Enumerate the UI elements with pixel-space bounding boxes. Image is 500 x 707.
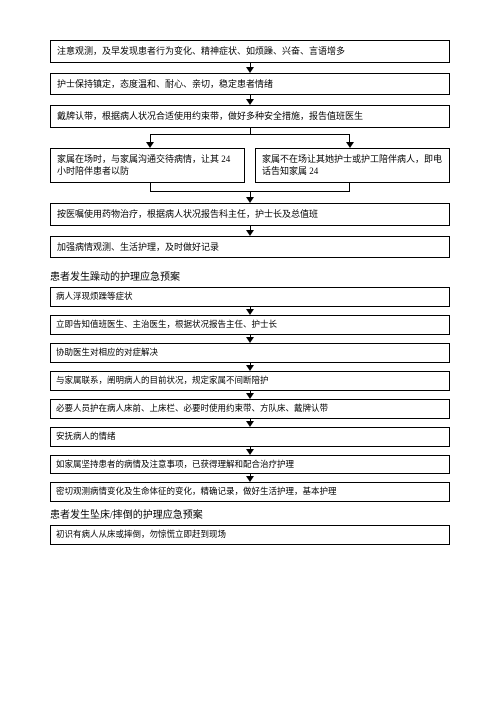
arrow: [50, 226, 450, 236]
arrow: [50, 391, 450, 399]
fc1-box-1: 注意观测，及早发现患者行为变化、精神症状、如烦躁、兴奋、言语增多: [50, 40, 450, 63]
arrow: [50, 474, 450, 482]
arrow: [50, 63, 450, 73]
page: 注意观测，及早发现患者行为变化、精神症状、如烦躁、兴奋、言语增多 护士保持镇定，…: [0, 0, 500, 707]
fc2-box-2: 立即告知值班医生、主治医生，根据状况报告主任、护士长: [50, 315, 450, 335]
fc1-box-5: 按医嘱使用药物治疗，根据病人状况报告科主任，护士长及总值班: [50, 203, 450, 226]
fc1-box-4a: 家属在场时，与家属沟通交待病情，让其 24 小时陪伴患者以防: [50, 148, 245, 183]
heading-2: 患者发生坠床/摔倒的护理应急预案: [50, 506, 450, 521]
fc2-box-8: 密切观测病情变化及生命体征的变化，精确记录，做好生活护理，基本护理: [50, 482, 450, 502]
arrow: [50, 363, 450, 371]
split-connector: [50, 128, 450, 142]
fc2-box-7: 如家属坚持患者的病情及注意事项，已获得理解和配合治疗护理: [50, 455, 450, 475]
arrow: [50, 447, 450, 455]
fc1-box-2: 护士保持镇定，态度温和、耐心、亲切，稳定患者情绪: [50, 73, 450, 96]
merge-connector: [50, 183, 450, 197]
fc1-box-3: 戴牌认带，根据病人状况合适使用约束带，做好多种安全措施，报告值班医生: [50, 105, 450, 128]
fc1-row-4: 家属在场时，与家属沟通交待病情，让其 24 小时陪伴患者以防 家属不在场让其她护…: [50, 148, 450, 183]
fc2-box-4: 与家属联系，阐明病人的目前状况，规定家属不间断陪护: [50, 371, 450, 391]
arrow: [50, 307, 450, 315]
arrow: [50, 419, 450, 427]
fc2-box-1: 病人浮现烦躁等症状: [50, 287, 450, 307]
fc1-box-4b: 家属不在场让其她护士或护工陪伴病人，即电话告知家属 24: [255, 148, 450, 183]
fc2-box-6: 安抚病人的情绪: [50, 427, 450, 447]
arrow: [50, 95, 450, 105]
fc1-box-6: 加强病情观测、生活护理，及时做好记录: [50, 236, 450, 259]
arrow: [50, 335, 450, 343]
fc2-box-5: 必要人员护在病人床前、上床栏、必要时使用约束带、方队床、戴牌认带: [50, 399, 450, 419]
fc3-box-1: 初识有病人从床或摔倒，勿惊慌立即赶到现场: [50, 525, 450, 545]
fc2-box-3: 协助医生对相应的对症解决: [50, 343, 450, 363]
heading-1: 患者发生躁动的护理应急预案: [50, 268, 450, 283]
